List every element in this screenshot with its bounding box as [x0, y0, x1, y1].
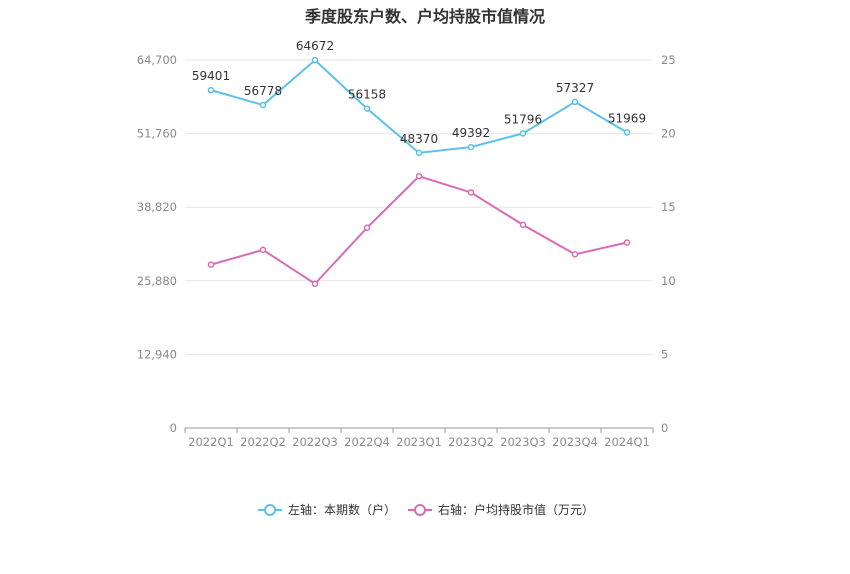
data-labels: 59401 56778 64672 56158 48370 49392 51796 57327… [192, 39, 646, 146]
legend-item-label[interactable]: 左轴：本期数（户） [288, 502, 396, 517]
data-point[interactable] [363, 224, 371, 232]
x-axis-tick-label: 2022Q1 [188, 435, 234, 449]
x-axis-tick-label: 2024Q1 [604, 435, 650, 449]
data-point[interactable] [571, 98, 579, 106]
data-point[interactable] [623, 239, 631, 246]
data-label: 48370 [400, 132, 438, 146]
right-axis-tick-label: 20 [661, 127, 676, 141]
data-point[interactable] [571, 251, 579, 258]
right-axis-tick-label: 5 [661, 347, 668, 361]
x-axis-tick-label: 2023Q3 [500, 435, 546, 449]
legend[interactable]: 左轴：本期数（户） 右轴：户均持股市值（万元） [258, 502, 594, 517]
data-point[interactable] [259, 246, 267, 254]
data-point[interactable] [519, 221, 527, 229]
legend-swatch-marker [414, 504, 426, 516]
data-point[interactable] [311, 56, 319, 64]
data-point[interactable] [519, 130, 527, 137]
data-label: 56158 [348, 88, 386, 102]
x-axis-tick-label: 2022Q2 [240, 435, 286, 449]
left-axis-tick-label: 25,880 [137, 274, 177, 288]
data-point[interactable] [415, 149, 423, 157]
x-axis-tick-label: 2022Q4 [344, 435, 390, 449]
data-point[interactable] [207, 261, 215, 268]
right-axis-tick-label: 0 [661, 421, 668, 435]
data-label: 51969 [608, 111, 646, 125]
data-label: 49392 [452, 126, 490, 140]
x-axis-tick-label: 2022Q3 [292, 435, 338, 449]
data-label: 51796 [504, 112, 542, 126]
right-axis-tick-label: 10 [661, 274, 676, 288]
x-axis-tick-label: 2023Q2 [448, 435, 494, 449]
left-axis-tick-label: 0 [170, 421, 177, 435]
data-label: 57327 [556, 81, 594, 95]
data-point[interactable] [415, 173, 423, 180]
data-label: 64672 [296, 39, 334, 53]
right-axis-tick-label: 25 [661, 53, 676, 67]
left-axis-tick-label: 38,820 [137, 200, 177, 214]
data-point[interactable] [623, 129, 631, 136]
data-point[interactable] [467, 143, 475, 151]
legend-item-label[interactable]: 右轴：户均持股市值（万元） [438, 502, 594, 517]
data-point[interactable] [467, 189, 475, 196]
series [207, 56, 631, 287]
left-axis-tick-label: 51,760 [137, 127, 177, 141]
left-axis-tick-label: 12,940 [137, 347, 177, 361]
grid-lines [185, 59, 653, 355]
x-axis-tick-label: 2023Q4 [552, 435, 598, 449]
data-point[interactable] [363, 105, 371, 112]
data-label: 56778 [244, 84, 282, 98]
data-point[interactable] [207, 86, 215, 94]
data-label: 59401 [192, 69, 230, 83]
chart-title: 季度股东户数、户均持股市值情况 [304, 7, 545, 26]
right-axis-tick-label: 15 [661, 200, 676, 214]
data-point[interactable] [311, 280, 319, 287]
x-axis-tick-label: 2023Q1 [396, 435, 442, 449]
series-line-1 [210, 175, 628, 286]
axes: 012,94025,88038,82051,76064,700051015202… [137, 53, 676, 449]
left-axis-tick-label: 64,700 [137, 53, 177, 67]
legend-swatch-marker [264, 504, 276, 516]
data-point[interactable] [259, 101, 267, 109]
